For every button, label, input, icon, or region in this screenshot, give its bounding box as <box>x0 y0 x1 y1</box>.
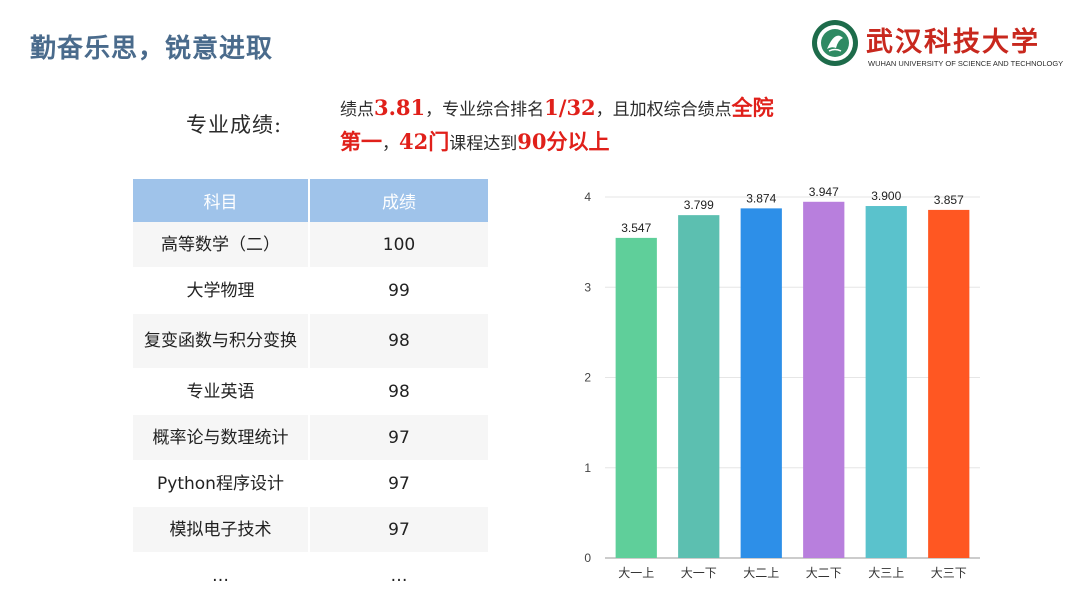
score-cell: 97 <box>309 414 488 461</box>
perf-highlight: 90分以上 <box>517 129 610 154</box>
chart-y-tick-label: 0 <box>584 551 591 565</box>
table-header-row: 科目 成绩 <box>133 179 488 222</box>
perf-highlight: 第一 <box>340 129 382 154</box>
perf-segment: 课程达到 <box>449 134 518 154</box>
table-row: 复变函数与积分变换 98 <box>133 313 488 369</box>
column-header-subject: 科目 <box>133 179 310 222</box>
subject-cell: … <box>133 552 310 599</box>
table-row: 高等数学（二） 100 <box>133 222 488 268</box>
chart-data-label: 3.900 <box>871 189 901 203</box>
perf-segment: ，且加权综合绩点 <box>595 100 732 120</box>
chart-x-tick-label: 大二下 <box>806 566 842 580</box>
perf-highlight: 全院 <box>731 95 774 120</box>
performance-line-1: 绩点3.81，专业综合排名1/32，且加权综合绩点全院 <box>340 92 900 126</box>
subject-cell: 专业英语 <box>133 368 310 415</box>
score-cell: 99 <box>309 267 488 314</box>
chart-y-tick-label: 1 <box>584 461 591 475</box>
column-header-score: 成绩 <box>309 179 488 222</box>
chart-bar <box>865 206 907 558</box>
table-row: … … <box>133 552 488 599</box>
chart-x-tick-label: 大二上 <box>743 566 779 580</box>
chart-y-tick-label: 3 <box>584 280 591 294</box>
score-cell: 98 <box>309 313 488 369</box>
subject-cell: 复变函数与积分变换 <box>133 313 310 369</box>
table-row: Python程序设计 97 <box>133 460 488 507</box>
perf-highlight: 1/32 <box>544 95 596 120</box>
subject-cell: Python程序设计 <box>133 460 310 507</box>
perf-highlight: 3.81 <box>374 95 426 120</box>
table-row: 概率论与数理统计 97 <box>133 414 488 461</box>
subject-cell: 概率论与数理统计 <box>133 414 310 461</box>
performance-line-2: 第一，42门课程达到90分以上 <box>340 126 900 160</box>
university-logo: 武汉科技大学 WUHAN UNIVERSITY OF SCIENCE AND T… <box>810 18 1070 73</box>
table-row: 大学物理 99 <box>133 267 488 314</box>
score-cell: 100 <box>309 222 488 268</box>
chart-data-label: 3.857 <box>934 193 964 207</box>
table-row: 专业英语 98 <box>133 368 488 415</box>
chart-bar <box>928 209 970 558</box>
chart-bar <box>678 215 720 558</box>
chart-data-label: 3.947 <box>809 185 839 199</box>
chart-x-tick-label: 大一下 <box>681 566 717 580</box>
perf-segment: ，专业综合排名 <box>425 100 545 120</box>
chart-data-label: 3.874 <box>746 191 776 205</box>
chart-bar <box>615 237 657 559</box>
chart-data-label: 3.547 <box>621 221 651 235</box>
score-cell: 98 <box>309 368 488 415</box>
chart-x-tick-label: 大三下 <box>931 566 967 580</box>
chart-y-tick-label: 4 <box>584 190 591 204</box>
score-cell: 97 <box>309 506 488 553</box>
subject-cell: 大学物理 <box>133 267 310 314</box>
chart-y-tick-label: 2 <box>584 371 591 385</box>
gpa-bar-chart: 0 1 2 3 4 3.547 大一上 3.799 大一下 3.874 大二上 3.947 大二下 3.9… <box>584 185 980 580</box>
perf-segment: 绩点 <box>340 100 374 120</box>
logo-chinese-name: 武汉科技大学 <box>866 27 1040 58</box>
chart-bar <box>803 201 845 558</box>
score-cell: 97 <box>309 460 488 507</box>
performance-summary: 绩点3.81，专业综合排名1/32，且加权综合绩点全院 第一，42门课程达到90… <box>340 92 900 160</box>
performance-label: 专业成绩: <box>186 113 283 137</box>
score-cell: … <box>309 552 488 599</box>
subject-cell: 高等数学（二） <box>133 222 310 268</box>
table-row: 模拟电子技术 97 <box>133 506 488 553</box>
perf-segment: ， <box>382 134 399 154</box>
logo-english-name: WUHAN UNIVERSITY OF SCIENCE AND TECHNOLO… <box>868 59 1064 68</box>
chart-x-tick-label: 大三上 <box>868 566 904 580</box>
chart-bar <box>740 208 782 558</box>
subject-cell: 模拟电子技术 <box>133 506 310 553</box>
chart-data-label: 3.799 <box>684 198 714 212</box>
chart-x-tick-label: 大一上 <box>618 566 654 580</box>
page-title: 勤奋乐思，锐意进取 <box>30 34 274 64</box>
perf-highlight: 42门 <box>399 129 450 154</box>
university-emblem-icon <box>812 20 858 66</box>
grades-table: 科目 成绩 高等数学（二） 100 大学物理 99 复变函数与积分变换 98 专… <box>133 179 488 599</box>
